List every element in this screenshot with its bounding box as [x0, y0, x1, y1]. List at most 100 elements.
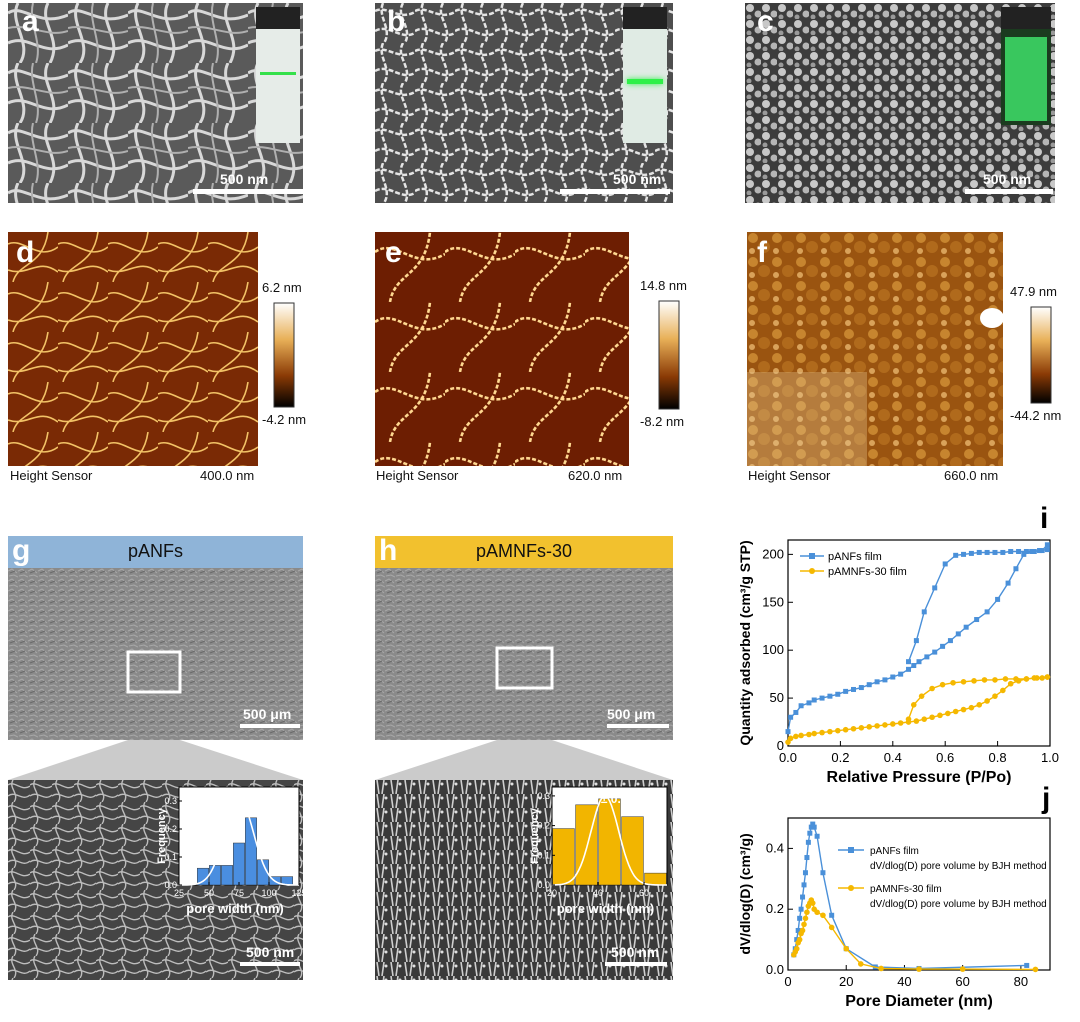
band-h: pAMNFs-30 h [375, 536, 673, 568]
data-point [811, 824, 817, 830]
data-point [953, 552, 959, 558]
legend-label: pAMNFs-30 film [828, 566, 907, 578]
panel-letter-e: e [385, 236, 402, 269]
data-point [992, 549, 998, 555]
afm-size-label-d: 400.0 nm [200, 468, 255, 483]
data-point [1013, 676, 1019, 682]
colorbar-max-d: 6.2 nm [262, 280, 302, 295]
data-point [794, 937, 800, 943]
data-point [1032, 966, 1039, 973]
data-point [1000, 549, 1006, 555]
data-point [799, 927, 806, 934]
colorbar-f [1030, 306, 1052, 404]
zoom-funnel-g [8, 740, 303, 780]
film-image-g [8, 568, 303, 740]
sem-panel-c: 500 nm c [745, 3, 1055, 203]
band-g: pANFs g [8, 536, 303, 568]
band-bg-g [8, 536, 303, 568]
data-point [890, 721, 896, 727]
legend-marker [809, 568, 815, 574]
x-tick-label: 60 [955, 974, 969, 989]
data-point [910, 702, 917, 708]
data-point [798, 703, 804, 709]
data-point [984, 698, 990, 704]
histogram-h: 0.0 0.1 0.2 0.3 20 40 60 pore width (nm) Frequen… [529, 786, 668, 916]
data-point [971, 678, 977, 684]
scale-label-c: 500 nm [983, 171, 1032, 187]
hist-ytick-label: 0.2 [164, 824, 177, 834]
legend-note: dV/dlog(D) pore volume by BJH method [870, 899, 1047, 910]
sem-panel-a: 500 nm a [8, 3, 303, 203]
data-point [793, 733, 799, 740]
data-point [785, 729, 791, 735]
hist-ytick-label: 0.1 [164, 852, 177, 862]
data-point [897, 720, 904, 726]
data-point [807, 830, 813, 836]
vial-photo-b [623, 7, 667, 143]
hist-ytick-label: 0.1 [537, 850, 550, 860]
hist-xtick-label: 20 [547, 888, 557, 898]
data-point [945, 710, 951, 717]
afm-sensor-label-f: Height Sensor [748, 468, 831, 483]
data-point [814, 909, 820, 916]
data-point [913, 638, 919, 644]
vial-photo-c [1001, 7, 1051, 125]
y-tick-label: 150 [762, 594, 784, 609]
data-point [882, 677, 888, 683]
data-point [981, 677, 988, 683]
zoom-box-h [495, 646, 554, 690]
data-point [843, 688, 849, 694]
panel-letter-c: c [757, 5, 774, 38]
data-point [984, 549, 990, 555]
legend-note: dV/dlog(D) pore volume by BJH method [870, 861, 1047, 872]
data-point [842, 726, 849, 733]
data-point [857, 961, 864, 967]
data-point [843, 945, 850, 952]
hist-ylabel: Frequency [156, 807, 168, 864]
data-point [874, 679, 880, 685]
afm-map-d [8, 232, 258, 466]
data-point [960, 679, 967, 685]
y-axis-label: Quantity adsorbed (cm³/g STP) [737, 540, 753, 745]
data-point [1024, 962, 1030, 968]
data-point [1044, 674, 1051, 680]
data-point [960, 706, 967, 713]
x-tick-label: 1.0 [1041, 750, 1059, 765]
data-point [1007, 680, 1014, 687]
y-tick-label: 50 [770, 690, 784, 705]
data-point [932, 585, 938, 591]
data-point [1029, 548, 1035, 554]
data-point [976, 549, 982, 555]
hist-title: 75.5 ± 2.1 nm [204, 792, 279, 806]
hist-bar [644, 872, 667, 886]
colorbar-min-d: -4.2 nm [262, 412, 307, 427]
colorbar-max-f: 47.9 nm [1010, 284, 1057, 299]
data-point [890, 674, 896, 680]
data-point [793, 945, 800, 952]
x-tick-label: 0 [784, 974, 791, 989]
data-point [995, 596, 1001, 602]
data-point [1039, 675, 1045, 681]
colorbar-e [658, 300, 680, 410]
data-point [882, 722, 888, 728]
legend-marker [809, 553, 815, 559]
data-point [858, 685, 864, 691]
legend-label: pAMNFs-30 film [870, 884, 942, 895]
data-point [1031, 548, 1037, 554]
data-point [916, 966, 922, 972]
hist-fit-curve [552, 795, 667, 886]
data-point [1023, 676, 1030, 682]
data-point [811, 697, 817, 703]
data-point [827, 693, 833, 699]
hist-bar [233, 842, 245, 886]
scale-bar-c [965, 189, 1053, 194]
scale-label-g-top: 500 μm [243, 706, 292, 722]
hist-xtick-label: 125 [291, 888, 303, 898]
data-point [1034, 675, 1040, 681]
data-point [929, 685, 935, 692]
data-point [814, 833, 820, 839]
data-point [963, 624, 969, 630]
legend-label: pANFs film [870, 846, 919, 857]
data-point [801, 882, 807, 888]
panel-letter-f: f [757, 236, 767, 269]
